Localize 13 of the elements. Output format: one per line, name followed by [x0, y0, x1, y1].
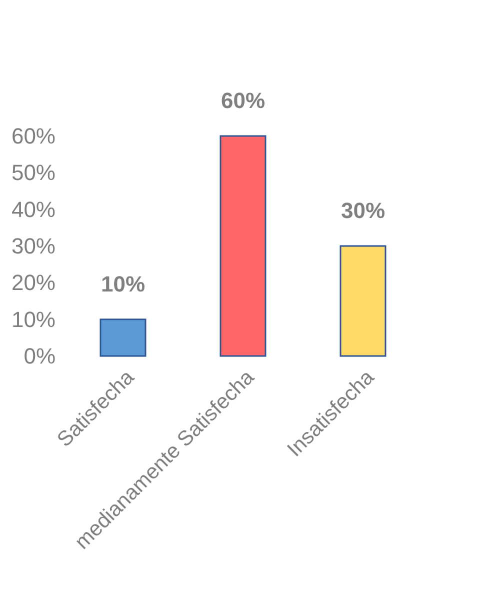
data-label: 30%	[340, 198, 386, 223]
bar	[220, 135, 266, 357]
bar	[340, 245, 386, 357]
data-label: 60%	[220, 88, 266, 113]
y-tick-label: 30%	[11, 234, 56, 258]
y-tick-label: 40%	[11, 196, 56, 222]
data-label: 10%	[100, 271, 146, 296]
y-tick-label: 20%	[11, 270, 56, 296]
y-tick-label: 50%	[11, 160, 56, 186]
y-tick-label: 10%	[11, 306, 56, 332]
y-tick-label: 60%	[11, 124, 56, 148]
y-tick-label: 0%	[24, 344, 56, 368]
bar	[100, 318, 146, 357]
